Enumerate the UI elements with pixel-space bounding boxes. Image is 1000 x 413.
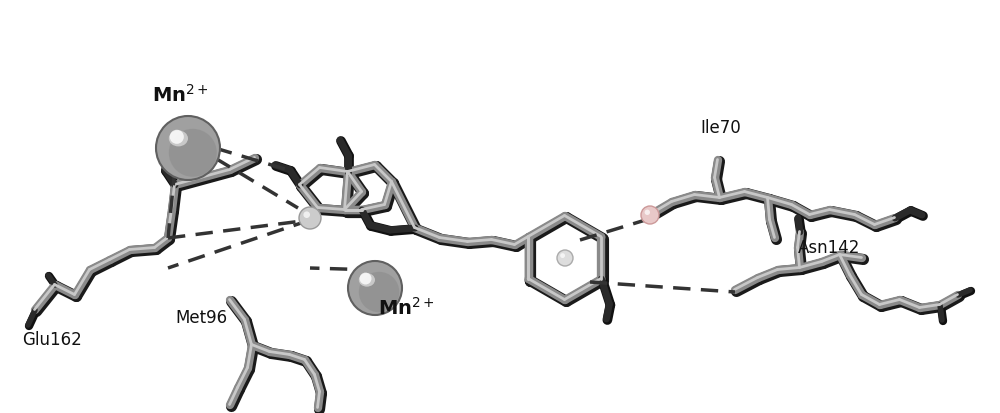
Circle shape xyxy=(170,130,184,144)
Text: Asn142: Asn142 xyxy=(798,239,860,257)
Circle shape xyxy=(303,211,310,218)
Circle shape xyxy=(169,129,217,177)
Circle shape xyxy=(348,261,402,315)
Text: Mn$^{2+}$: Mn$^{2+}$ xyxy=(152,84,209,106)
Circle shape xyxy=(299,207,321,229)
Circle shape xyxy=(359,272,399,312)
Ellipse shape xyxy=(169,131,188,146)
Circle shape xyxy=(641,206,659,224)
Circle shape xyxy=(645,210,650,215)
Text: Met96: Met96 xyxy=(175,309,227,327)
Text: Glu162: Glu162 xyxy=(22,331,82,349)
Text: Mn$^{2+}$: Mn$^{2+}$ xyxy=(378,297,435,319)
Ellipse shape xyxy=(359,273,375,287)
Circle shape xyxy=(560,253,565,258)
Circle shape xyxy=(557,250,573,266)
Circle shape xyxy=(156,116,220,180)
Text: Ile70: Ile70 xyxy=(700,119,741,137)
Circle shape xyxy=(360,273,371,285)
